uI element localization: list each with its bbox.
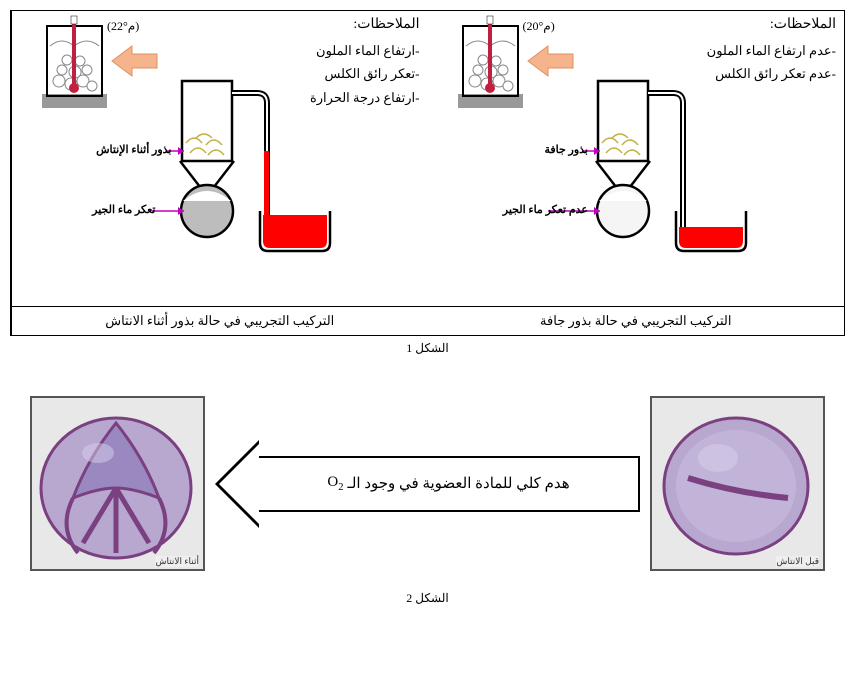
caption-right: التركيب التجريبي في حالة بذور أثناء الان… <box>12 306 428 335</box>
figure2: قبل الانتاش هدم كلي للمادة العضوية في وج… <box>10 396 845 571</box>
seed-label-left: بذور جافة <box>544 143 588 156</box>
seed-during: أثناء الانتاش <box>30 396 205 571</box>
figure1: الملاحظات: -ارتفاع الماء الملون -تعكر را… <box>10 10 845 336</box>
seed-during-tag: أثناء الانتاش <box>155 556 199 567</box>
figure2-label: الشكل 2 <box>10 591 845 606</box>
seed-before: قبل الانتاش <box>650 396 825 571</box>
arrow-block: هدم كلي للمادة العضوية في وجود الـ O2 <box>215 456 640 512</box>
arrow-head-icon <box>215 440 259 528</box>
figure1-label: الشكل 1 <box>10 341 845 356</box>
caption-left: التركيب التجريبي في حالة بذور جافة <box>428 306 845 335</box>
lime-label-right: تعكر ماء الجير <box>92 203 155 216</box>
arrow-text: هدم كلي للمادة العضوية في وجود الـ O2 <box>259 456 640 512</box>
apparatus-svg-left <box>428 11 838 301</box>
lime-label-left: عدم تعكر ماء الجير <box>503 203 588 216</box>
seed-label-right: بذور أثناء الإنتاش <box>96 143 171 156</box>
apparatus-svg-right <box>12 11 422 301</box>
seed-before-tag: قبل الانتاش <box>776 556 819 567</box>
panel-dry: الملاحظات: -عدم ارتفاع الماء الملون -عدم… <box>428 11 845 335</box>
panel-germinating: الملاحظات: -ارتفاع الماء الملون -تعكر را… <box>11 11 428 335</box>
